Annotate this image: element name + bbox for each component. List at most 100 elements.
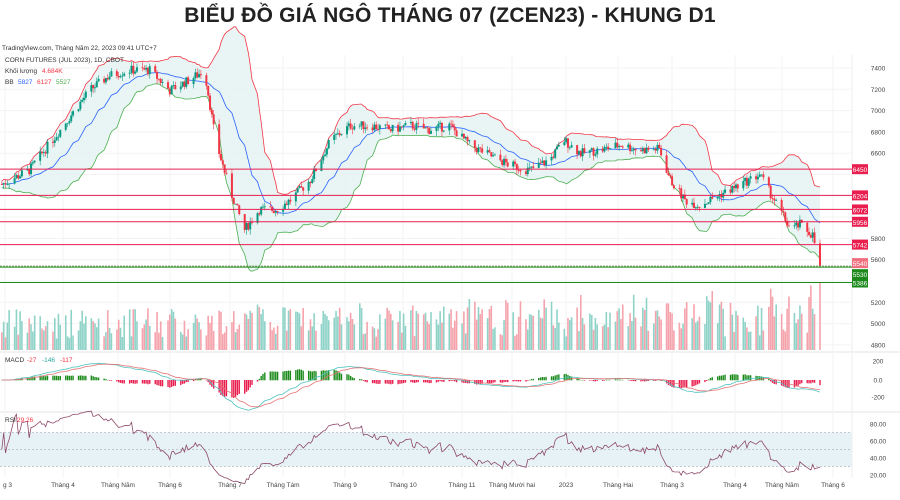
candle: [117, 75, 120, 78]
candle: [42, 152, 45, 154]
macd-histogram-bar: [198, 379, 200, 381]
macd-histogram-bar: [128, 380, 131, 384]
volume-bar: [327, 320, 330, 350]
candle: [786, 220, 789, 226]
volume-bar: [645, 297, 648, 350]
candle: [499, 154, 502, 161]
volume-bar: [614, 321, 617, 350]
macd-histogram-bar: [218, 380, 220, 393]
candle: [210, 109, 213, 115]
volume-bar: [390, 313, 392, 350]
macd-histogram-bar: [569, 375, 571, 381]
candle: [749, 176, 752, 179]
candle: [630, 150, 633, 152]
candle: [313, 168, 316, 180]
macd-histogram-bar: [287, 370, 290, 381]
volume-bar: [627, 326, 630, 350]
volume-bar: [539, 317, 542, 350]
macd-histogram-bar: [251, 380, 253, 385]
volume-bar: [775, 304, 777, 350]
candle: [709, 196, 712, 203]
candle: [260, 207, 263, 215]
level-label-bg: [852, 258, 868, 269]
candle: [526, 167, 529, 175]
macd-histogram-bar: [105, 379, 107, 381]
candle: [285, 203, 288, 205]
volume-bar: [749, 331, 752, 350]
volume-bar: [678, 322, 681, 350]
volume-bar: [44, 326, 47, 350]
volume-bar: [724, 336, 726, 350]
candle: [813, 232, 816, 244]
volume-bar: [287, 310, 290, 350]
time-label: Tháng Mười hai: [489, 482, 535, 489]
macd-histogram-bar: [322, 370, 324, 381]
macd-histogram-bar: [528, 379, 531, 381]
candle: [70, 115, 73, 122]
candle: [641, 148, 644, 152]
macd-histogram-bar: [77, 375, 80, 381]
volume-bar: [516, 334, 518, 350]
candle: [93, 87, 96, 89]
volume-bar: [95, 327, 98, 350]
candle: [680, 188, 683, 199]
macd-histogram-bar: [799, 380, 801, 385]
candle: [671, 176, 674, 186]
volume-bar: [366, 321, 368, 350]
candle: [767, 177, 770, 186]
macd-histogram-bar: [519, 380, 522, 382]
macd-histogram-bar: [512, 380, 514, 382]
macd-histogram-bar: [530, 379, 533, 381]
macd-histogram-bar: [718, 375, 721, 381]
volume-bar: [59, 324, 62, 350]
time-label: Tháng 4: [51, 482, 75, 489]
volume-bar: [234, 332, 237, 350]
macd-histogram-bar: [44, 376, 47, 381]
volume-bar: [43, 330, 45, 350]
volume-bar: [601, 326, 604, 350]
macd-histogram-bar: [70, 375, 72, 381]
macd-histogram-bar: [811, 380, 814, 383]
volume-bar: [784, 331, 787, 350]
volume-bar: [110, 333, 113, 350]
volume-bar: [424, 312, 427, 350]
volume-bar: [285, 330, 288, 350]
candle: [168, 88, 171, 95]
macd-histogram-bar: [698, 380, 701, 384]
macd-histogram-bar: [337, 371, 339, 381]
candle: [230, 173, 233, 198]
macd-histogram-bar: [103, 378, 105, 381]
macd-histogram-bar: [90, 375, 93, 381]
volume-bar: [742, 317, 745, 350]
candle: [590, 148, 593, 151]
macd-histogram-bar: [563, 374, 566, 381]
volume-bar: [576, 307, 578, 350]
candle: [377, 129, 380, 130]
macd-histogram-bar: [578, 378, 580, 381]
macd-histogram-bar: [550, 376, 553, 381]
volume-bar: [384, 318, 387, 350]
volume-bar: [121, 337, 124, 350]
candle: [734, 184, 737, 189]
volume-bar: [437, 324, 440, 350]
volume-bar: [463, 311, 465, 350]
candle: [327, 139, 330, 149]
macd-histogram-bar: [353, 378, 355, 381]
candle: [492, 155, 495, 157]
candle: [398, 126, 401, 132]
macd-hist-value: -27: [27, 357, 37, 364]
candle: [55, 137, 58, 141]
volume-bar: [718, 304, 721, 350]
candle: [245, 223, 248, 230]
candle: [404, 123, 407, 126]
candle: [77, 109, 80, 112]
candle: [20, 170, 23, 177]
macd-histogram-bar: [249, 380, 251, 388]
candle: [594, 154, 597, 156]
candle: [6, 183, 9, 185]
volume-bar: [543, 299, 546, 350]
candle: [397, 124, 400, 132]
candle: [784, 212, 787, 221]
